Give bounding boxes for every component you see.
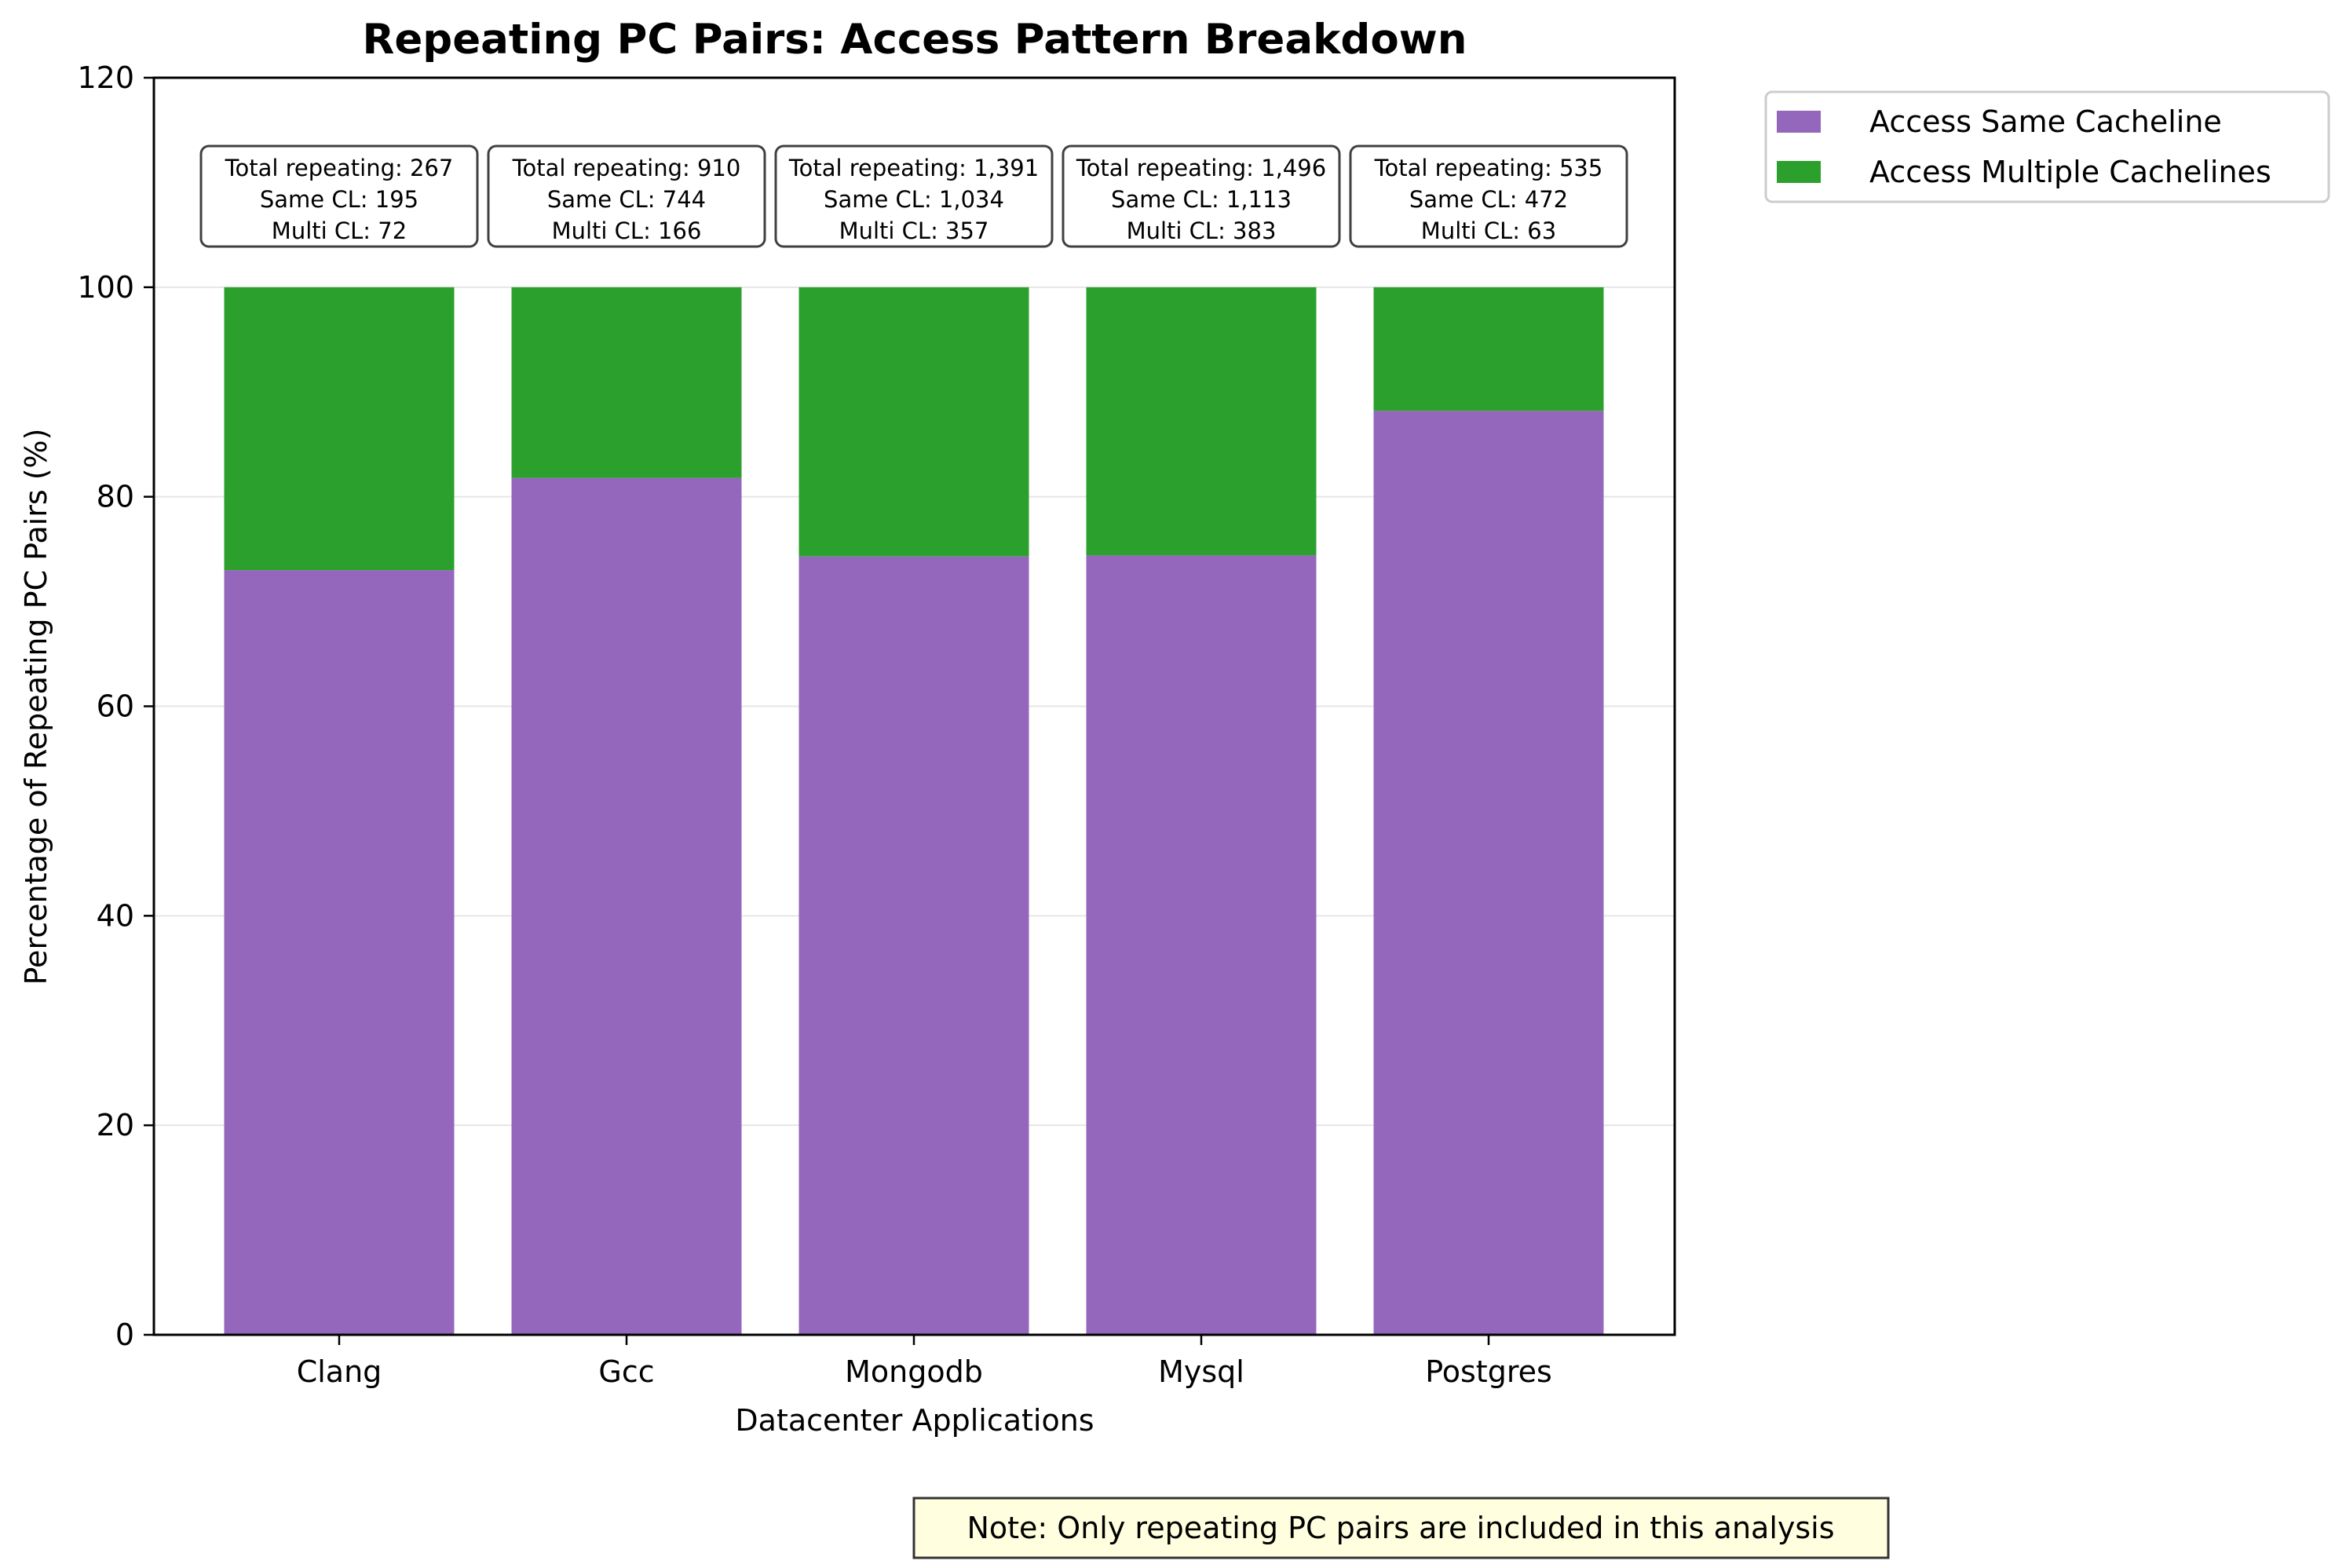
bar-annotations: Total repeating: 267 Same CL: 195 Multi CL… xyxy=(199,144,1628,248)
y-tick-label: 60 xyxy=(97,689,134,724)
bar-multiple-cachelines xyxy=(511,287,742,478)
annotation-total: Total repeating: 910 xyxy=(512,155,741,181)
annotation-same: Same CL: 1,034 xyxy=(824,186,1004,213)
annotation-multi: Multi CL: 357 xyxy=(839,217,989,244)
note-frame xyxy=(912,1497,1890,1559)
y-tick-label: 100 xyxy=(77,270,134,305)
annotation-total: Total repeating: 535 xyxy=(1374,155,1603,181)
bar-same-cacheline xyxy=(798,556,1029,1335)
x-tick-label: Gcc xyxy=(598,1354,654,1389)
bar-same-cacheline xyxy=(1373,411,1604,1335)
legend-label-same-cacheline: Access Same Cacheline xyxy=(1869,104,2222,139)
annotation-box xyxy=(1349,144,1628,248)
legend-swatch-same-cacheline xyxy=(1777,111,1821,133)
x-tick-label: Postgres xyxy=(1425,1354,1552,1389)
chart-title: Repeating PC Pairs: Access Pattern Break… xyxy=(363,16,1467,64)
note-box: Note: Only repeating PC pairs are includ… xyxy=(912,1497,1890,1559)
annotation-box xyxy=(199,144,479,248)
y-axis: 0 20 40 60 80 100 120 xyxy=(77,60,154,1352)
annotation-box xyxy=(487,144,766,248)
annotation-box xyxy=(1062,144,1341,248)
bar-same-cacheline xyxy=(224,570,455,1335)
annotation-same: Same CL: 472 xyxy=(1409,186,1568,213)
annotation-total: Total repeating: 1,391 xyxy=(788,155,1039,181)
annotation-box xyxy=(774,144,1054,248)
legend: Access Same Cacheline Access Multiple Ca… xyxy=(1764,90,2330,203)
bar-multiple-cachelines xyxy=(798,287,1029,557)
y-tick-label: 40 xyxy=(97,898,134,933)
annotation-multi: Multi CL: 63 xyxy=(1421,217,1556,244)
bar-same-cacheline xyxy=(1086,555,1317,1335)
y-tick-label: 0 xyxy=(115,1318,134,1352)
y-axis-label: Percentage of Repeating PC Pairs (%) xyxy=(19,429,53,985)
bars xyxy=(224,287,1604,1336)
annotation-multi: Multi CL: 166 xyxy=(552,217,702,244)
bar-multiple-cachelines xyxy=(1086,287,1317,556)
legend-frame xyxy=(1764,90,2330,203)
annotation-total: Total repeating: 1,496 xyxy=(1076,155,1326,181)
y-tick-label: 120 xyxy=(77,60,134,95)
annotation-multi: Multi CL: 72 xyxy=(272,217,407,244)
annotation-same: Same CL: 744 xyxy=(547,186,706,213)
annotation-multi: Multi CL: 383 xyxy=(1127,217,1277,244)
bar-same-cacheline xyxy=(511,477,742,1336)
y-tick-label: 80 xyxy=(97,480,134,514)
x-axis-label: Datacenter Applications xyxy=(735,1403,1094,1438)
y-tick-label: 20 xyxy=(97,1108,134,1142)
annotation-same: Same CL: 1,113 xyxy=(1111,186,1292,213)
x-tick-label: Clang xyxy=(297,1354,382,1389)
x-tick-label: Mongodb xyxy=(845,1354,983,1389)
legend-swatch-multiple-cachelines xyxy=(1777,161,1821,183)
note-text: Note: Only repeating PC pairs are includ… xyxy=(967,1511,1834,1545)
x-axis: Clang Gcc Mongodb Mysql Postgres xyxy=(297,1335,1552,1389)
annotation-total: Total repeating: 267 xyxy=(225,155,454,181)
bar-multiple-cachelines xyxy=(224,287,455,571)
x-tick-label: Mysql xyxy=(1158,1354,1244,1389)
annotation-same: Same CL: 195 xyxy=(260,186,418,213)
legend-label-multiple-cachelines: Access Multiple Cachelines xyxy=(1869,155,2271,189)
bar-multiple-cachelines xyxy=(1373,287,1604,411)
